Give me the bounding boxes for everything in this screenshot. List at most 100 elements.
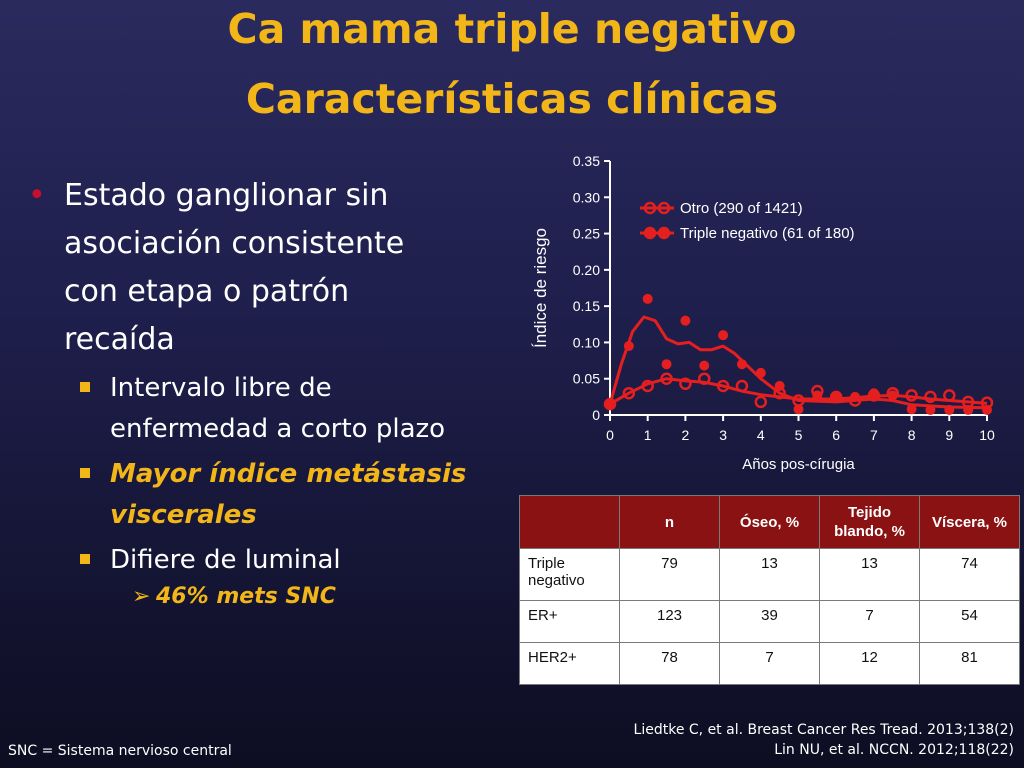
x-tick-label: 3 [719,427,727,443]
data-point [623,341,634,352]
y-tick-label: 0.05 [573,371,600,387]
table-header-cell [519,495,620,549]
table-cell: 54 [919,600,1020,643]
hazard-chart: 0 0.05 0.10 0.15 0.20 0.25 0.30 0.35 0 1 2 3 4 5 6 7 8 9 1… [531,153,995,473]
data-point [699,360,710,371]
data-point [831,391,842,402]
data-point [660,372,673,385]
x-tick-label: 4 [757,427,765,443]
table-header-cell: Tejido blando, % [819,495,920,549]
data-point [642,293,653,304]
bullet-list: • Estado ganglionar sin asociación consi… [28,172,498,613]
legend-marker [657,201,671,215]
reference-2: Lin NU, et al. NCCN. 2012;118(22) [774,742,1014,758]
table-row: HER2+ 78 7 12 81 [519,642,1020,685]
table-cell: 39 [719,600,820,643]
y-tick-label: 0.20 [573,262,600,278]
legend-marker [657,226,671,240]
sub-bullet-metastasis: Mayor índice metástasis viscerales [28,454,498,536]
data-point [680,315,691,326]
table-cell: 78 [619,642,720,685]
table-cell: ER+ [519,600,620,643]
y-tick-label: 0 [592,407,600,423]
legend-label: Otro (290 of 1421) [680,200,803,217]
y-tick-label: 0.25 [573,226,600,242]
table-row: Triple negativo 79 13 13 74 [519,548,1020,601]
data-point [924,390,937,404]
sub-bullet-line: Difiere de luminal [110,545,341,575]
table-cell: HER2+ [519,642,620,685]
bullet-dot-icon: • [28,178,46,213]
table-cell: 13 [819,548,920,601]
data-point [925,404,936,415]
data-point [754,395,768,409]
table-cell: 7 [719,642,820,685]
table-cell: 7 [819,600,920,643]
table-header-cell: n [619,495,720,549]
data-point [716,379,730,393]
series-line [608,315,988,410]
table-cell: 81 [919,642,1020,685]
table-cell: 74 [919,548,1020,601]
bullet-line: Estado ganglionar sin [64,178,389,213]
data-point [679,377,692,391]
legend-marker [643,201,657,215]
arrow-bullet-icon: ➢ [132,584,151,609]
table-header-row: n Óseo, % Tejido blando, % Víscera, % [519,495,1020,549]
bullet-line: con etapa o patrón [64,274,350,309]
data-point [812,390,823,401]
data-point [718,330,729,341]
square-bullet-icon [80,554,90,564]
x-tick-label: 2 [682,427,690,443]
data-point [622,386,636,400]
data-point [982,404,992,415]
data-point [793,404,804,415]
x-tick-label: 1 [644,427,652,443]
bullet-item-estado-ganglionar: • Estado ganglionar sin asociación consi… [28,172,498,364]
legend-marker [643,226,657,240]
square-bullet-icon [80,382,90,392]
reference-1: Liedtke C, et al. Breast Cancer Res Trea… [633,722,1014,738]
data-point [755,367,766,378]
data-point [905,389,918,402]
y-tick-label: 0.35 [573,153,600,169]
x-tick-label: 8 [908,427,916,443]
table-cell: 13 [719,548,820,601]
sub-bullet-line: viscerales [110,500,257,530]
square-bullet-icon [80,468,90,478]
data-point [641,379,654,393]
legend-label: Triple negativo (61 of 180) [680,225,855,242]
data-point [774,380,785,391]
data-point [850,391,861,402]
data-point [963,404,974,415]
data-point [906,404,917,415]
sub-bullet-luminal: Difiere de luminal [28,540,498,581]
data-point [868,388,879,399]
x-tick-label: 5 [795,427,803,443]
y-axis-label: Índice de riesgo [531,228,550,348]
data-point [887,390,898,401]
metastasis-table: n Óseo, % Tejido blando, % Víscera, % Tr… [519,495,1020,685]
sub-bullet-line: enfermedad a corto plazo [110,414,446,444]
x-tick-label: 9 [945,427,953,443]
x-tick-label: 0 [606,427,614,443]
table-cell: 12 [819,642,920,685]
table-cell: 79 [619,548,720,601]
sub-bullet-intervalo: Intervalo libre de enfermedad a corto pl… [28,368,498,450]
slide-title-line-2: Características clínicas [245,75,779,123]
table-header-cell: Óseo, % [719,495,820,549]
slide-title-line-1: Ca mama triple negativo [227,5,797,53]
data-point [735,379,749,393]
x-tick-label: 10 [979,427,995,443]
table-cell: 123 [619,600,720,643]
data-point [943,389,956,402]
data-point [944,404,955,415]
y-tick-label: 0.30 [573,189,600,205]
table-cell: Triple negativo [519,548,620,601]
sub-bullet-line: Mayor índice metástasis [110,459,467,489]
sub-sub-bullet-snc: ➢ 46% mets SNC [28,581,498,613]
x-tick-label: 6 [832,427,840,443]
table-row: ER+ 123 39 7 54 [519,600,1020,643]
sub-sub-bullet-text: 46% mets SNC [156,584,336,609]
y-tick-label: 0.15 [573,298,600,314]
